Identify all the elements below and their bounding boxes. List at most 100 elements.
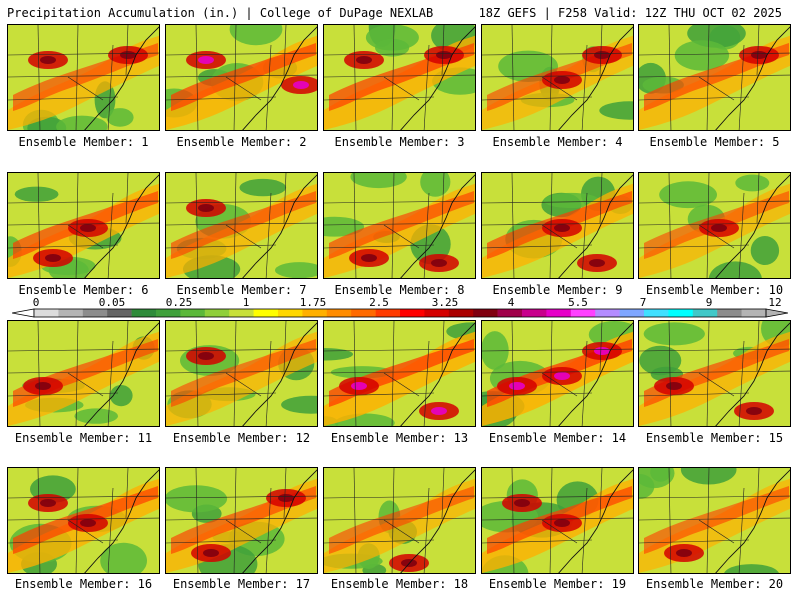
ensemble-member-label: Ensemble Member: 12 — [172, 431, 311, 445]
ensemble-panel — [481, 320, 634, 427]
precip-map — [482, 321, 633, 426]
precip-map — [639, 25, 790, 130]
precip-map — [8, 173, 159, 278]
valid-time-label: 18Z GEFS | F258 Valid: 12Z THU OCT 02 20… — [478, 6, 782, 20]
precip-map — [166, 173, 317, 278]
colorbar-swatch — [741, 309, 767, 317]
colorbar-swatch — [546, 309, 572, 317]
precip-map — [324, 25, 475, 130]
colorbar-tick-label: 0 — [33, 296, 40, 309]
precip-map — [324, 468, 475, 573]
ensemble-panel — [7, 172, 160, 279]
ensemble-panel — [638, 320, 791, 427]
ensemble-member-label: Ensemble Member: 18 — [330, 577, 469, 591]
precip-map — [324, 321, 475, 426]
colorbar-swatch — [570, 309, 596, 317]
colorbar-swatch — [58, 309, 84, 317]
ensemble-panel — [638, 172, 791, 279]
ensemble-panel — [165, 320, 318, 427]
ensemble-member-label: Ensemble Member: 7 — [176, 283, 307, 297]
colorbar-swatch — [131, 309, 157, 317]
colorbar-tick-label: 3.25 — [432, 296, 459, 309]
ensemble-member-label: Ensemble Member: 2 — [176, 135, 307, 149]
precip-map — [8, 468, 159, 573]
colorbar-tick-label: 1 — [243, 296, 250, 309]
colorbar-swatch — [34, 309, 59, 317]
ensemble-panel — [481, 172, 634, 279]
colorbar-swatch — [619, 309, 645, 317]
colorbar-swatch — [424, 309, 450, 317]
ensemble-panel — [481, 467, 634, 574]
colorbar-swatch — [107, 309, 132, 317]
colorbar-swatch — [204, 309, 230, 317]
colorbar-tick-label: 2.5 — [369, 296, 389, 309]
ensemble-member-label: Ensemble Member: 1 — [18, 135, 149, 149]
colorbar-swatch — [375, 309, 401, 317]
ensemble-panel — [638, 24, 791, 131]
ensemble-member-label: Ensemble Member: 17 — [172, 577, 311, 591]
colorbar-swatch — [180, 309, 206, 317]
ensemble-panel — [165, 172, 318, 279]
colorbar-swatch — [692, 309, 718, 317]
colorbar-swatch — [448, 309, 474, 317]
colorbar-swatch — [473, 309, 498, 317]
precip-map — [482, 173, 633, 278]
colorbar-tick-label: 12 — [768, 296, 781, 309]
colorbar-swatch — [668, 309, 694, 317]
ensemble-panel — [323, 467, 476, 574]
ensemble-panel — [165, 467, 318, 574]
precip-map — [8, 25, 159, 130]
ensemble-member-label: Ensemble Member: 19 — [488, 577, 627, 591]
precip-colorbar: 0 0.05 0.25 1 1.75 2.5 3.25 4 5.5 7 9 12 — [12, 296, 788, 322]
precip-map — [639, 468, 790, 573]
ensemble-member-label: Ensemble Member: 8 — [334, 283, 465, 297]
ensemble-panel — [481, 24, 634, 131]
colorbar-swatch — [717, 309, 742, 317]
colorbar-swatch — [400, 309, 425, 317]
colorbar-tick-label: 1.75 — [300, 296, 327, 309]
ensemble-panel — [323, 320, 476, 427]
colorbar-tick-label: 5.5 — [568, 296, 588, 309]
map-title: Precipitation Accumulation (in.) | Colle… — [7, 6, 434, 20]
ensemble-member-label: Ensemble Member: 4 — [492, 135, 623, 149]
colorbar-swatch — [278, 309, 303, 317]
ensemble-panel — [7, 320, 160, 427]
colorbar-tick-label: 9 — [706, 296, 713, 309]
precip-map — [8, 321, 159, 426]
colorbar-tick-label: 0.05 — [99, 296, 126, 309]
precip-map — [166, 468, 317, 573]
colorbar-svg: 0 0.05 0.25 1 1.75 2.5 3.25 4 5.5 7 9 12 — [12, 296, 788, 318]
precip-map — [639, 173, 790, 278]
ensemble-member-label: Ensemble Member: 20 — [645, 577, 784, 591]
ensemble-member-label: Ensemble Member: 13 — [330, 431, 469, 445]
colorbar-min-arrow — [12, 308, 35, 318]
ensemble-panel — [638, 467, 791, 574]
colorbar-swatch — [326, 309, 352, 317]
ensemble-panel — [323, 24, 476, 131]
ensemble-member-label: Ensemble Member: 5 — [649, 135, 780, 149]
colorbar-swatch — [156, 309, 181, 317]
colorbar-swatch — [351, 309, 376, 317]
precip-map — [166, 321, 317, 426]
colorbar-swatch — [253, 309, 279, 317]
precip-map — [324, 173, 475, 278]
ensemble-panel — [323, 172, 476, 279]
ensemble-panel — [165, 24, 318, 131]
ensemble-member-label: Ensemble Member: 10 — [645, 283, 784, 297]
ensemble-member-label: Ensemble Member: 14 — [488, 431, 627, 445]
ensemble-panel — [7, 24, 160, 131]
ensemble-member-label: Ensemble Member: 6 — [18, 283, 149, 297]
colorbar-swatch — [302, 309, 328, 317]
ensemble-member-label: Ensemble Member: 16 — [14, 577, 153, 591]
colorbar-swatch — [522, 309, 547, 317]
colorbar-swatch — [644, 309, 669, 317]
ensemble-member-label: Ensemble Member: 11 — [14, 431, 153, 445]
ensemble-member-label: Ensemble Member: 15 — [645, 431, 784, 445]
colorbar-tick-label: 4 — [508, 296, 515, 309]
precip-map — [639, 321, 790, 426]
colorbar-swatch — [497, 309, 523, 317]
colorbar-tick-label: 7 — [640, 296, 647, 309]
colorbar-max-arrow — [765, 308, 788, 318]
ensemble-member-label: Ensemble Member: 3 — [334, 135, 465, 149]
precip-map — [482, 468, 633, 573]
